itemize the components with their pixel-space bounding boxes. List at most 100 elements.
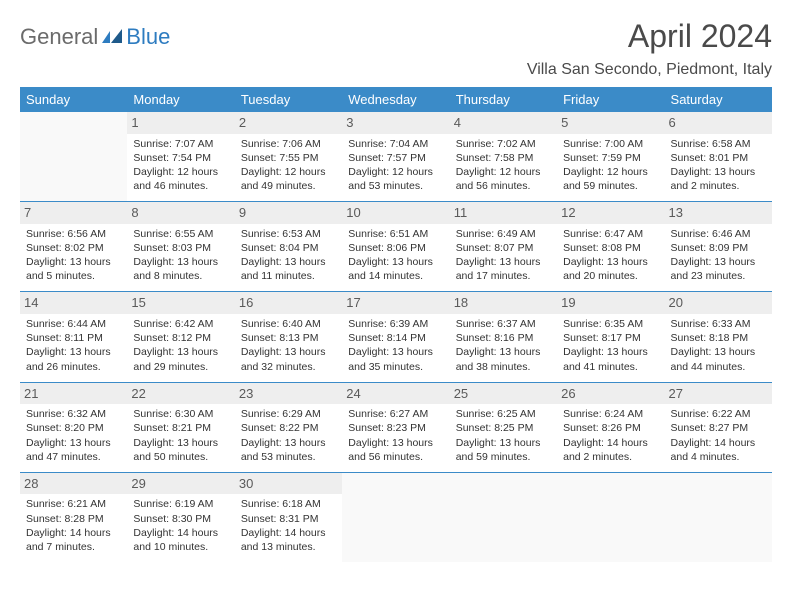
sunset-text: Sunset: 8:13 PM [241,331,336,345]
sunset-text: Sunset: 8:28 PM [26,512,121,526]
weekday-header: Thursday [450,87,557,112]
daylight-text: Daylight: 14 hours and 13 minutes. [241,526,336,554]
day-number: 29 [127,473,234,495]
calendar-day-cell: 29Sunrise: 6:19 AMSunset: 8:30 PMDayligh… [127,472,234,562]
calendar-day-cell: 4Sunrise: 7:02 AMSunset: 7:58 PMDaylight… [450,112,557,202]
sunrise-text: Sunrise: 7:06 AM [241,137,336,151]
sunrise-text: Sunrise: 6:18 AM [241,497,336,511]
sunset-text: Sunset: 7:58 PM [456,151,551,165]
logo-text-gray: General [20,24,98,50]
sunrise-text: Sunrise: 6:27 AM [348,407,443,421]
weekday-header: Friday [557,87,664,112]
calendar-day-cell: 6Sunrise: 6:58 AMSunset: 8:01 PMDaylight… [665,112,772,202]
calendar-body: 1Sunrise: 7:07 AMSunset: 7:54 PMDaylight… [20,112,772,562]
calendar-day-cell: 19Sunrise: 6:35 AMSunset: 8:17 PMDayligh… [557,292,664,382]
sunrise-text: Sunrise: 6:29 AM [241,407,336,421]
sunset-text: Sunset: 8:07 PM [456,241,551,255]
sunset-text: Sunset: 8:27 PM [671,421,766,435]
daylight-text: Daylight: 13 hours and 44 minutes. [671,345,766,373]
title-block: April 2024 Villa San Secondo, Piedmont, … [527,18,772,79]
sunset-text: Sunset: 8:06 PM [348,241,443,255]
day-number: 22 [127,383,234,405]
logo: General Blue [20,18,170,50]
sunrise-text: Sunrise: 6:30 AM [133,407,228,421]
daylight-text: Daylight: 13 hours and 32 minutes. [241,345,336,373]
weekday-header: Saturday [665,87,772,112]
location: Villa San Secondo, Piedmont, Italy [527,61,772,79]
weekday-header: Tuesday [235,87,342,112]
calendar-day-cell: 5Sunrise: 7:00 AMSunset: 7:59 PMDaylight… [557,112,664,202]
daylight-text: Daylight: 14 hours and 7 minutes. [26,526,121,554]
calendar-week-row: 14Sunrise: 6:44 AMSunset: 8:11 PMDayligh… [20,292,772,382]
calendar-table: SundayMondayTuesdayWednesdayThursdayFrid… [20,87,772,562]
daylight-text: Daylight: 13 hours and 29 minutes. [133,345,228,373]
sunrise-text: Sunrise: 6:49 AM [456,227,551,241]
sunrise-text: Sunrise: 6:37 AM [456,317,551,331]
calendar-week-row: 21Sunrise: 6:32 AMSunset: 8:20 PMDayligh… [20,382,772,472]
calendar-day-cell: 11Sunrise: 6:49 AMSunset: 8:07 PMDayligh… [450,202,557,292]
sunset-text: Sunset: 8:22 PM [241,421,336,435]
sunrise-text: Sunrise: 6:25 AM [456,407,551,421]
calendar-day-cell: 30Sunrise: 6:18 AMSunset: 8:31 PMDayligh… [235,472,342,562]
calendar-day-cell: 1Sunrise: 7:07 AMSunset: 7:54 PMDaylight… [127,112,234,202]
sunset-text: Sunset: 8:12 PM [133,331,228,345]
calendar-day-cell: 14Sunrise: 6:44 AMSunset: 8:11 PMDayligh… [20,292,127,382]
day-number: 12 [557,202,664,224]
sunset-text: Sunset: 8:20 PM [26,421,121,435]
sunrise-text: Sunrise: 6:47 AM [563,227,658,241]
day-number: 10 [342,202,449,224]
logo-flag-icon [102,29,124,45]
day-number: 13 [665,202,772,224]
sunrise-text: Sunrise: 6:44 AM [26,317,121,331]
daylight-text: Daylight: 14 hours and 10 minutes. [133,526,228,554]
sunrise-text: Sunrise: 6:21 AM [26,497,121,511]
calendar-day-cell: 12Sunrise: 6:47 AMSunset: 8:08 PMDayligh… [557,202,664,292]
logo-text-blue: Blue [126,24,170,50]
calendar-day-cell: 2Sunrise: 7:06 AMSunset: 7:55 PMDaylight… [235,112,342,202]
day-number: 20 [665,292,772,314]
day-number: 28 [20,473,127,495]
calendar-day-cell: 22Sunrise: 6:30 AMSunset: 8:21 PMDayligh… [127,382,234,472]
calendar-day-cell: 27Sunrise: 6:22 AMSunset: 8:27 PMDayligh… [665,382,772,472]
calendar-day-cell: 24Sunrise: 6:27 AMSunset: 8:23 PMDayligh… [342,382,449,472]
sunrise-text: Sunrise: 7:02 AM [456,137,551,151]
day-number: 19 [557,292,664,314]
day-number: 16 [235,292,342,314]
calendar-day-cell [450,472,557,562]
weekday-header: Wednesday [342,87,449,112]
day-number: 27 [665,383,772,405]
daylight-text: Daylight: 13 hours and 41 minutes. [563,345,658,373]
calendar-day-cell: 26Sunrise: 6:24 AMSunset: 8:26 PMDayligh… [557,382,664,472]
sunrise-text: Sunrise: 6:46 AM [671,227,766,241]
day-number: 25 [450,383,557,405]
calendar-day-cell: 13Sunrise: 6:46 AMSunset: 8:09 PMDayligh… [665,202,772,292]
sunset-text: Sunset: 8:18 PM [671,331,766,345]
day-number: 15 [127,292,234,314]
sunset-text: Sunset: 8:31 PM [241,512,336,526]
day-number: 7 [20,202,127,224]
day-number: 14 [20,292,127,314]
calendar-day-cell [665,472,772,562]
day-number: 17 [342,292,449,314]
calendar-day-cell: 7Sunrise: 6:56 AMSunset: 8:02 PMDaylight… [20,202,127,292]
daylight-text: Daylight: 13 hours and 2 minutes. [671,165,766,193]
day-number: 26 [557,383,664,405]
daylight-text: Daylight: 14 hours and 4 minutes. [671,436,766,464]
daylight-text: Daylight: 13 hours and 23 minutes. [671,255,766,283]
calendar-week-row: 1Sunrise: 7:07 AMSunset: 7:54 PMDaylight… [20,112,772,202]
day-number: 8 [127,202,234,224]
daylight-text: Daylight: 13 hours and 47 minutes. [26,436,121,464]
day-number: 6 [665,112,772,134]
daylight-text: Daylight: 13 hours and 38 minutes. [456,345,551,373]
daylight-text: Daylight: 13 hours and 59 minutes. [456,436,551,464]
sunset-text: Sunset: 8:04 PM [241,241,336,255]
day-number: 23 [235,383,342,405]
daylight-text: Daylight: 13 hours and 53 minutes. [241,436,336,464]
calendar-day-cell: 10Sunrise: 6:51 AMSunset: 8:06 PMDayligh… [342,202,449,292]
sunrise-text: Sunrise: 7:04 AM [348,137,443,151]
calendar-day-cell [557,472,664,562]
sunset-text: Sunset: 8:03 PM [133,241,228,255]
month-title: April 2024 [527,18,772,55]
sunset-text: Sunset: 8:30 PM [133,512,228,526]
calendar-day-cell: 9Sunrise: 6:53 AMSunset: 8:04 PMDaylight… [235,202,342,292]
